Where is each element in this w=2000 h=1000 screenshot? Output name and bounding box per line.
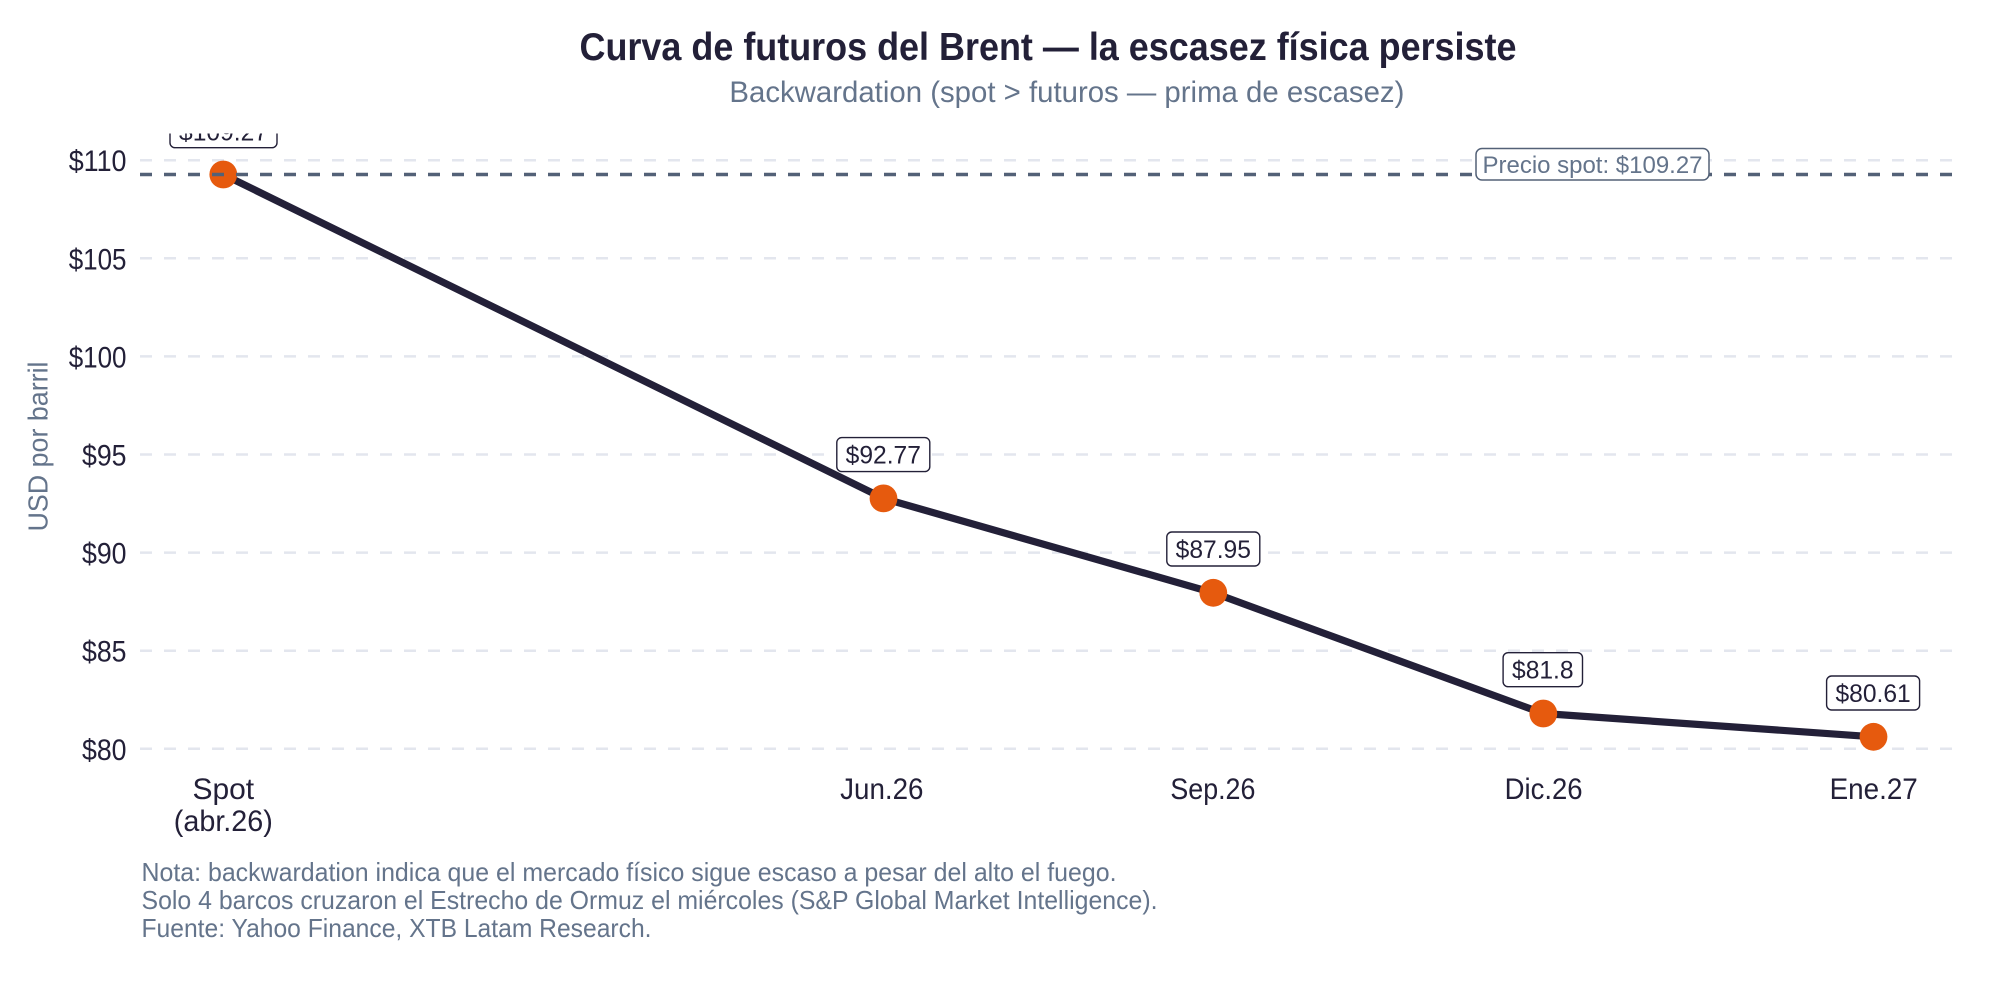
svg-text:$90: $90	[82, 538, 127, 571]
svg-text:Dic.26: Dic.26	[1505, 773, 1583, 806]
svg-text:Spot: Spot	[192, 773, 254, 806]
svg-text:$109.27: $109.27	[179, 120, 268, 147]
svg-text:$100: $100	[69, 341, 127, 374]
svg-text:Nota: backwardation indica que: Nota: backwardation indica que el mercad…	[142, 857, 1117, 887]
svg-text:Solo 4 barcos cruzaron el Estr: Solo 4 barcos cruzaron el Estrecho de Or…	[142, 885, 1158, 915]
svg-text:$80.61: $80.61	[1835, 681, 1910, 708]
svg-text:(abr.26): (abr.26)	[174, 805, 273, 838]
svg-text:$80: $80	[82, 734, 127, 767]
svg-text:$110: $110	[69, 145, 127, 178]
svg-text:$85: $85	[82, 636, 127, 669]
svg-text:Ene.27: Ene.27	[1830, 773, 1918, 806]
svg-text:Fuente: Yahoo Finance, XTB Lat: Fuente: Yahoo Finance, XTB Latam Researc…	[142, 913, 652, 943]
svg-text:$92.77: $92.77	[846, 442, 921, 469]
svg-text:$95: $95	[82, 440, 127, 473]
svg-text:Sep.26: Sep.26	[1170, 773, 1255, 806]
svg-text:Jun.26: Jun.26	[840, 773, 923, 806]
svg-text:Backwardation (spot > futuros: Backwardation (spot > futuros — prima de…	[729, 76, 1404, 109]
svg-text:Precio spot: $109.27: Precio spot: $109.27	[1483, 152, 1703, 179]
svg-text:$81.8: $81.8	[1512, 657, 1574, 684]
svg-text:$105: $105	[69, 243, 127, 276]
svg-text:USD por barril: USD por barril	[23, 362, 54, 532]
svg-text:$87.95: $87.95	[1176, 537, 1251, 564]
svg-text:Curva de futuros del Brent — l: Curva de futuros del Brent — la escasez …	[580, 26, 1517, 69]
